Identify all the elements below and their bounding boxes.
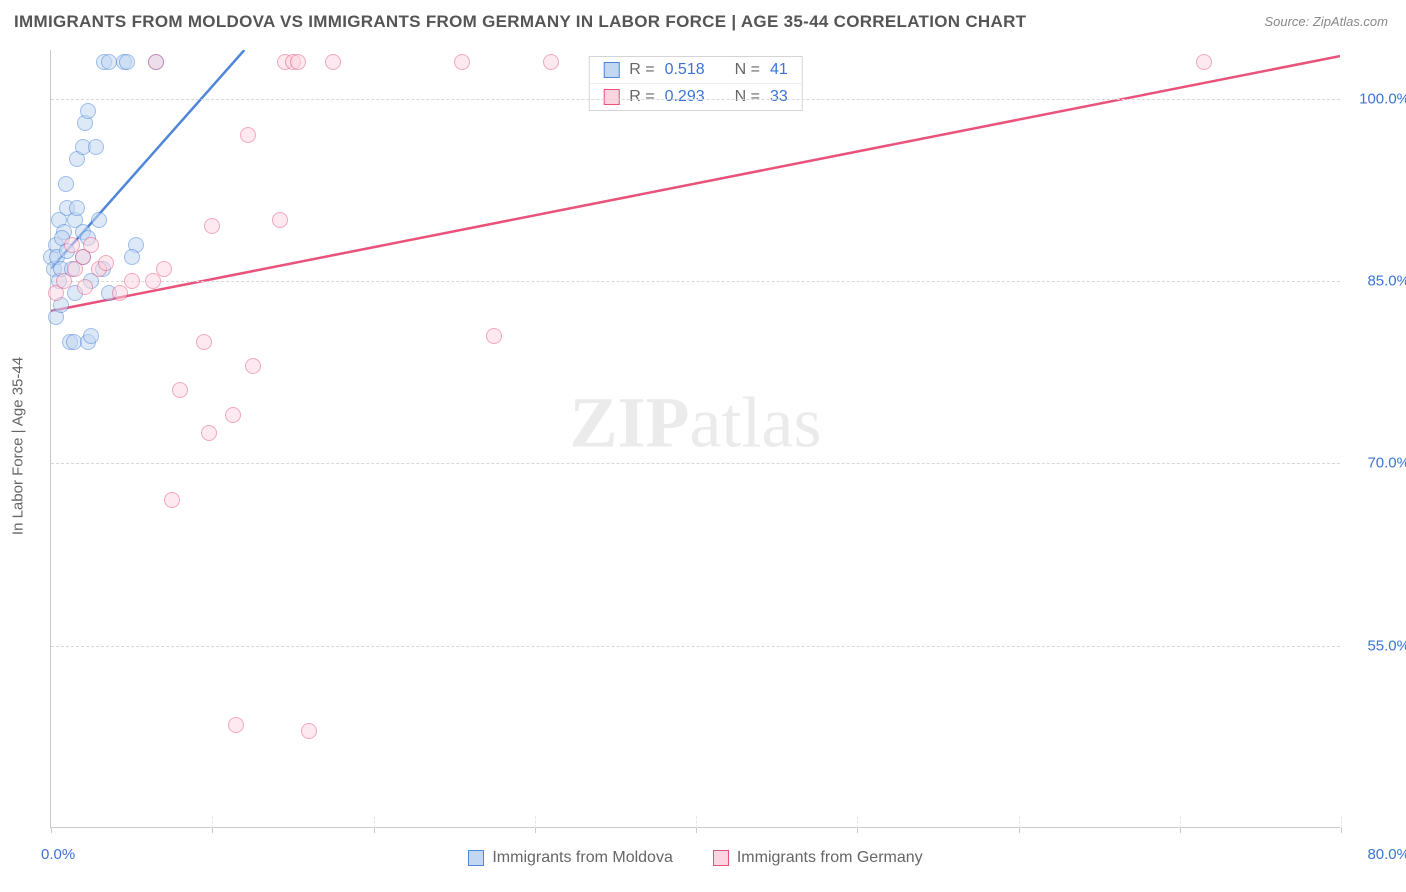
swatch-germany-icon — [713, 850, 729, 866]
n-value-moldova: 41 — [770, 61, 788, 79]
data-point-moldova — [83, 328, 99, 344]
gridline-vertical — [1019, 816, 1020, 828]
gridline-vertical — [1341, 816, 1342, 828]
data-point-germany — [124, 273, 140, 289]
legend-item-germany: Immigrants from Germany — [713, 849, 923, 867]
data-point-germany — [454, 54, 470, 70]
data-point-germany — [290, 54, 306, 70]
data-point-moldova — [124, 249, 140, 265]
chart-plot-area: ZIPatlas R = 0.518 N = 41 R = 0.293 N = … — [50, 50, 1340, 828]
gridline-vertical — [535, 816, 536, 828]
data-point-germany — [325, 54, 341, 70]
source-name: ZipAtlas.com — [1313, 14, 1388, 29]
x-tick-mark — [51, 827, 52, 833]
watermark-light: atlas — [690, 382, 822, 462]
data-point-moldova — [69, 200, 85, 216]
data-point-germany — [164, 492, 180, 508]
gridline-vertical — [857, 816, 858, 828]
data-point-germany — [98, 255, 114, 271]
data-point-germany — [486, 328, 502, 344]
data-point-moldova — [119, 54, 135, 70]
legend-label-moldova: Immigrants from Moldova — [492, 849, 673, 867]
data-point-germany — [204, 218, 220, 234]
gridline-horizontal — [51, 646, 1340, 647]
gridline-vertical — [1180, 816, 1181, 828]
swatch-moldova-icon — [468, 850, 484, 866]
series-legend: Immigrants from Moldova Immigrants from … — [51, 849, 1340, 867]
data-point-germany — [56, 273, 72, 289]
watermark-bold: ZIP — [570, 382, 690, 462]
data-point-moldova — [58, 176, 74, 192]
y-axis-label: In Labor Force | Age 35-44 — [10, 357, 27, 535]
swatch-moldova-icon — [603, 62, 619, 78]
data-point-germany — [245, 358, 261, 374]
r-label: R = — [629, 61, 654, 79]
legend-label-germany: Immigrants from Germany — [737, 849, 923, 867]
gridline-horizontal — [51, 99, 1340, 100]
n-value-germany: 33 — [770, 88, 788, 106]
r-value-moldova: 0.518 — [665, 61, 705, 79]
gridline-horizontal — [51, 463, 1340, 464]
data-point-germany — [225, 407, 241, 423]
x-axis-max-label: 80.0% — [1346, 846, 1406, 863]
data-point-germany — [201, 425, 217, 441]
data-point-germany — [172, 382, 188, 398]
data-point-moldova — [91, 212, 107, 228]
y-tick-label: 70.0% — [1346, 455, 1406, 472]
data-point-moldova — [80, 103, 96, 119]
data-point-germany — [228, 717, 244, 733]
data-point-germany — [145, 273, 161, 289]
y-tick-label: 100.0% — [1346, 90, 1406, 107]
n-label: N = — [735, 61, 760, 79]
data-point-germany — [77, 279, 93, 295]
data-point-germany — [301, 723, 317, 739]
r-label: R = — [629, 88, 654, 106]
data-point-moldova — [88, 139, 104, 155]
data-point-germany — [156, 261, 172, 277]
source-prefix: Source: — [1264, 14, 1312, 29]
x-axis-min-label: 0.0% — [41, 846, 75, 863]
legend-item-moldova: Immigrants from Moldova — [468, 849, 673, 867]
source-attribution: Source: ZipAtlas.com — [1264, 14, 1388, 29]
stats-legend-row-moldova: R = 0.518 N = 41 — [589, 57, 802, 83]
data-point-germany — [83, 237, 99, 253]
data-point-germany — [112, 285, 128, 301]
watermark: ZIPatlas — [570, 381, 822, 464]
data-point-germany — [1196, 54, 1212, 70]
stats-legend-row-germany: R = 0.293 N = 33 — [589, 83, 802, 110]
y-tick-label: 85.0% — [1346, 272, 1406, 289]
data-point-germany — [240, 127, 256, 143]
r-value-germany: 0.293 — [665, 88, 705, 106]
data-point-germany — [148, 54, 164, 70]
n-label: N = — [735, 88, 760, 106]
swatch-germany-icon — [603, 89, 619, 105]
data-point-germany — [543, 54, 559, 70]
data-point-germany — [272, 212, 288, 228]
chart-title: IMMIGRANTS FROM MOLDOVA VS IMMIGRANTS FR… — [14, 12, 1026, 32]
gridline-vertical — [374, 816, 375, 828]
data-point-germany — [196, 334, 212, 350]
gridline-vertical — [212, 816, 213, 828]
stats-legend: R = 0.518 N = 41 R = 0.293 N = 33 — [588, 56, 803, 111]
gridline-vertical — [696, 816, 697, 828]
gridline-horizontal — [51, 281, 1340, 282]
regression-lines-layer — [51, 50, 1340, 827]
y-tick-label: 55.0% — [1346, 637, 1406, 654]
